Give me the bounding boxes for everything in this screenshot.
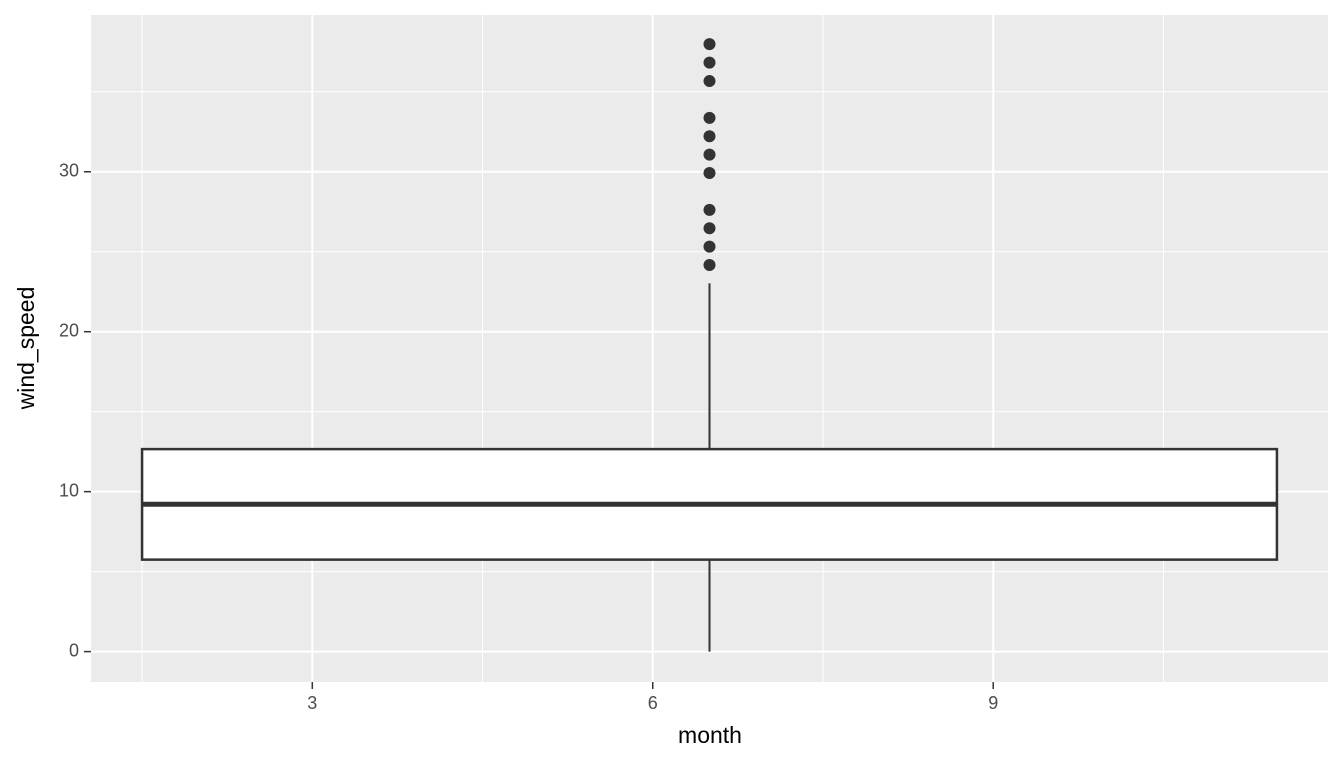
outlier [703, 130, 716, 143]
outlier [703, 203, 716, 216]
y-tick-label: 30 [59, 161, 79, 181]
outlier [703, 75, 716, 88]
outlier [703, 240, 716, 253]
outlier [703, 222, 716, 235]
x-axis-title: month [678, 722, 742, 748]
y-tick-label: 20 [59, 320, 79, 340]
y-tick-label: 0 [69, 640, 79, 660]
outlier [703, 167, 716, 180]
outlier [703, 148, 716, 161]
y-tick-label: 10 [59, 480, 79, 500]
y-axis-title: wind_speed [13, 287, 39, 411]
x-tick-label: 9 [988, 693, 998, 713]
outlier [703, 56, 716, 69]
x-tick-label: 6 [648, 693, 658, 713]
x-tick-label: 3 [307, 693, 317, 713]
outlier [703, 38, 716, 51]
outlier [703, 259, 716, 272]
outlier [703, 111, 716, 124]
